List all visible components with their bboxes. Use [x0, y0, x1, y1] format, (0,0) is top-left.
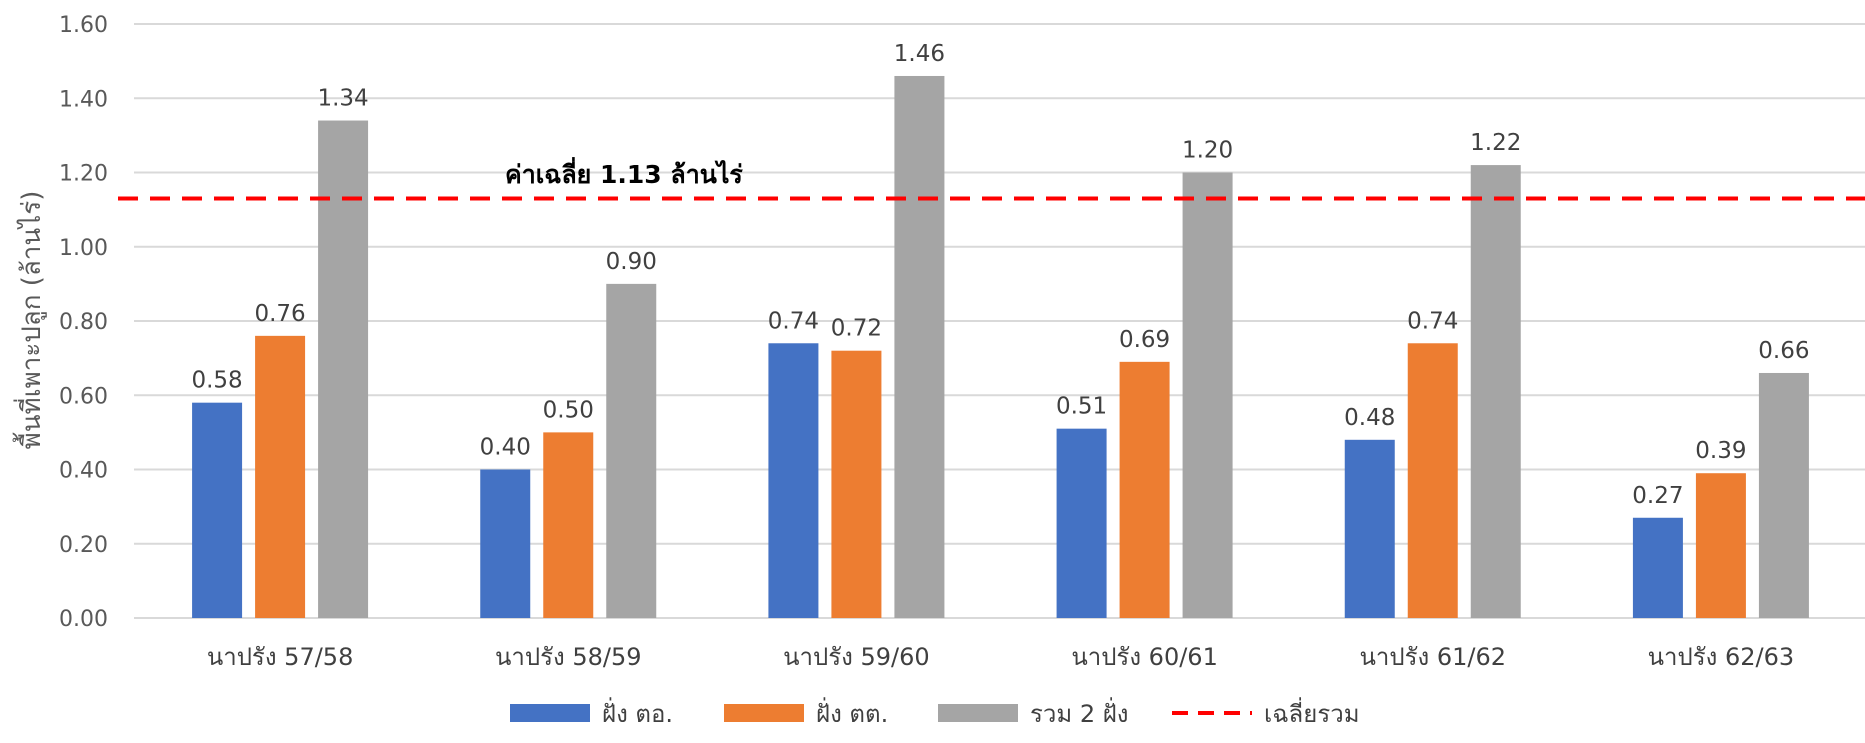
y-tick-label: 1.00 — [59, 236, 108, 261]
data-label: 0.74 — [768, 308, 819, 334]
bar — [1470, 165, 1521, 618]
data-label: 0.40 — [480, 435, 531, 461]
bar — [831, 350, 882, 618]
bar — [543, 432, 594, 618]
data-label: 0.39 — [1695, 438, 1746, 464]
bar — [1758, 372, 1809, 618]
y-tick-label: 0.60 — [59, 384, 108, 409]
y-tick-label: 1.40 — [59, 87, 108, 112]
bar — [255, 335, 306, 618]
bar — [480, 469, 531, 618]
y-axis-ticks: 0.00 0.20 0.40 0.60 0.80 1.00 1.20 1.40 1.60 — [59, 13, 108, 632]
legend-swatch — [938, 704, 1018, 722]
bar — [606, 283, 657, 618]
legend: ฝั่ง ตอ. ฝั่ง ตต. รวม 2 ฝั่ง เฉลี่ยรวม — [510, 697, 1360, 728]
y-tick-label: 0.20 — [59, 533, 108, 558]
data-label: 0.27 — [1632, 483, 1683, 509]
data-label: 0.69 — [1119, 327, 1170, 353]
data-label: 1.34 — [317, 86, 368, 112]
bar — [1407, 343, 1458, 618]
bar — [1056, 428, 1107, 618]
bar — [1695, 473, 1746, 618]
legend-label: เฉลี่ยรวม — [1264, 697, 1360, 728]
category-label: นาปรัง 62/63 — [1648, 643, 1795, 671]
data-label: 0.58 — [191, 368, 242, 394]
category-label: นาปรัง 61/62 — [1359, 643, 1506, 671]
bar — [894, 75, 945, 619]
bar — [1119, 361, 1170, 618]
data-labels: 0.58 0.76 1.34 0.40 0.50 0.90 0.74 0.72 1.46 0.51… — [191, 41, 1809, 509]
data-label: 1.22 — [1470, 130, 1521, 156]
legend-label: ฝั่ง ตต. — [816, 697, 888, 728]
data-label: 1.20 — [1182, 138, 1233, 164]
gridlines — [134, 23, 1865, 619]
y-tick-label: 0.00 — [59, 607, 108, 632]
bar — [1632, 517, 1683, 618]
category-label: นาปรัง 60/61 — [1071, 643, 1218, 671]
bar — [318, 120, 369, 619]
bars — [192, 75, 1809, 619]
y-tick-label: 0.80 — [59, 310, 108, 335]
y-tick-label: 1.20 — [59, 162, 108, 187]
bar — [1344, 439, 1395, 618]
data-label: 0.74 — [1407, 308, 1458, 334]
category-label: นาปรัง 58/59 — [495, 643, 642, 671]
data-label: 0.72 — [831, 316, 882, 342]
data-label: 0.48 — [1344, 405, 1395, 431]
bar — [768, 343, 819, 618]
y-tick-label: 1.60 — [59, 13, 108, 38]
category-label: นาปรัง 57/58 — [207, 643, 354, 671]
y-axis-label: พื้นที่เพาะปลูก (ล้านไร่) — [12, 191, 47, 450]
data-label: 0.50 — [543, 397, 594, 423]
legend-label: ฝั่ง ตอ. — [602, 697, 673, 728]
data-label: 0.51 — [1056, 394, 1107, 420]
legend-swatch — [510, 704, 590, 722]
data-label: 1.46 — [894, 41, 945, 67]
bar — [1182, 172, 1233, 618]
bar — [192, 402, 243, 618]
legend-swatch — [724, 704, 804, 722]
category-label: นาปรัง 59/60 — [783, 643, 930, 671]
average-annotation: ค่าเฉลี่ย 1.13 ล้านไร่ — [505, 157, 743, 189]
data-label: 0.76 — [254, 301, 305, 327]
y-tick-label: 0.40 — [59, 459, 108, 484]
x-axis-categories: นาปรัง 57/58 นาปรัง 58/59 นาปรัง 59/60 นาปร… — [207, 643, 1794, 671]
legend-label: รวม 2 ฝั่ง — [1030, 697, 1129, 728]
data-label: 0.90 — [606, 249, 657, 275]
data-label: 0.66 — [1758, 338, 1809, 364]
